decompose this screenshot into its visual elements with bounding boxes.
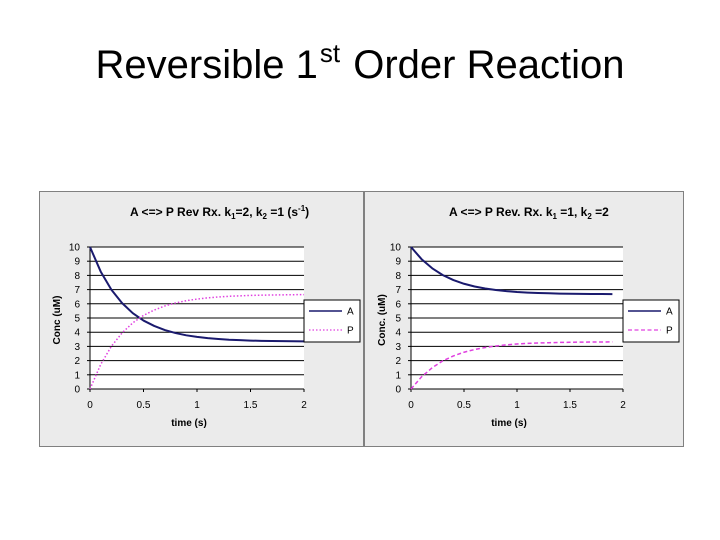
- left-y-tick-label: 6: [74, 299, 80, 310]
- left-y-axis-label: Conc (uM): [52, 296, 63, 345]
- left-legend: [303, 299, 361, 343]
- right-series-A-line: [410, 246, 613, 296]
- left-x-tick-label: 2: [301, 400, 307, 411]
- left-y-tick-label: 1: [74, 370, 80, 381]
- left-x-tick-label: 0.5: [137, 400, 151, 411]
- left-y-tick-label: 10: [69, 243, 81, 254]
- right-y-tick-label: 8: [395, 271, 401, 282]
- left-y-tick-label: 7: [74, 285, 80, 296]
- left-y-tick-label: 8: [74, 271, 80, 282]
- right-y-tick-label: 6: [395, 299, 401, 310]
- right-x-tick-label: 1.5: [563, 400, 577, 411]
- chart-right: 0 1 2 3 4 5 6 7 8 9 10 0 0.5 1 1.5 2 time (s) Conc. (uM) A…: [364, 191, 684, 447]
- left-y-tick-label: 0: [74, 385, 80, 396]
- chart-left-svg: 0 1 2 3 4 5 6 7 8 9 10 0 0.5 1 1.5 2 time (s) Conc (uM) A …: [52, 204, 361, 429]
- left-legend-label-A: A: [347, 307, 354, 318]
- right-series-P-line: [410, 341, 613, 390]
- left-x-axis-label: time (s): [171, 418, 207, 429]
- right-y-tick-label: 1: [395, 370, 401, 381]
- right-y-tick-label: 3: [395, 342, 401, 353]
- left-y-tick-label: 4: [74, 328, 80, 339]
- slide-title-rest: Order Reaction: [342, 43, 625, 87]
- chart-right-svg: 0 1 2 3 4 5 6 7 8 9 10 0 0.5 1 1.5 2 time (s) Conc. (uM) A…: [377, 205, 680, 429]
- right-chart-title: A <=> P Rev. Rx. k1 =1, k2 =2: [449, 205, 609, 221]
- right-legend-label-P: P: [666, 326, 673, 337]
- slide-title-main: Reversible 1: [95, 43, 318, 87]
- right-y-tick-label: 4: [395, 328, 401, 339]
- right-y-tick-label: 7: [395, 285, 401, 296]
- right-y-tick-label: 10: [390, 243, 402, 254]
- right-x-tick-label: 0.5: [457, 400, 471, 411]
- right-legend: [622, 299, 680, 343]
- left-y-tick-label: 2: [74, 356, 80, 367]
- left-y-tick-label: 9: [74, 257, 80, 268]
- right-y-tick-label: 0: [395, 385, 401, 396]
- left-x-tick-label: 1.5: [244, 400, 258, 411]
- left-legend-label-P: P: [347, 326, 354, 337]
- slide-title-superscript: st: [319, 38, 341, 68]
- right-y-axis-label: Conc. (uM): [377, 294, 388, 346]
- right-y-tick-label: 5: [395, 314, 401, 325]
- left-series-A-line: [89, 246, 305, 343]
- left-y-tick-label: 3: [74, 342, 80, 353]
- left-y-tick-label: 5: [74, 314, 80, 325]
- left-x-tick-label: 1: [194, 400, 200, 411]
- slide-title: Reversible 1st Order Reaction: [0, 38, 720, 88]
- right-x-tick-label: 0: [408, 400, 414, 411]
- left-x-tick-label: 0: [87, 400, 93, 411]
- right-x-tick-label: 2: [620, 400, 626, 411]
- right-x-axis-label: time (s): [491, 418, 527, 429]
- right-x-tick-label: 1: [514, 400, 520, 411]
- left-chart-title: A <=> P Rev Rx. k1=2, k2 =1 (s-1): [130, 204, 309, 221]
- chart-left: 0 1 2 3 4 5 6 7 8 9 10 0 0.5 1 1.5 2 time (s) Conc (uM) A …: [39, 191, 364, 447]
- right-legend-label-A: A: [666, 307, 673, 318]
- right-y-tick-label: 2: [395, 356, 401, 367]
- right-y-tick-label: 9: [395, 257, 401, 268]
